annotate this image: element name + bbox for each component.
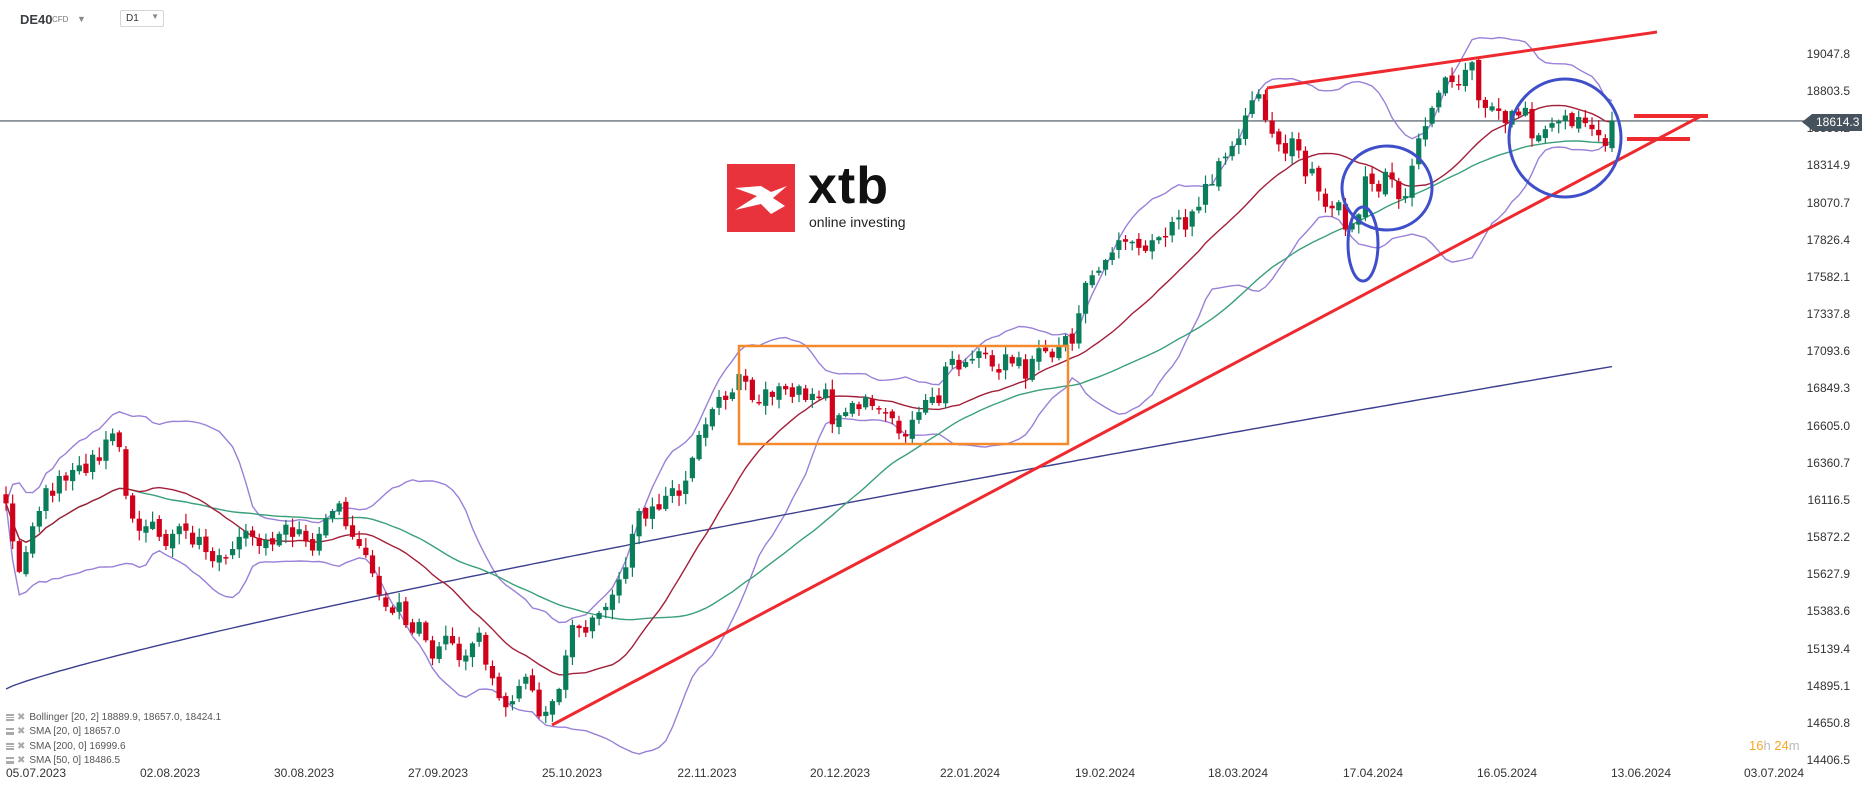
legend-sma200[interactable]: ✖ SMA [200, 0] 16999.6 [6,739,221,754]
date-tick-label: 22.01.2024 [939,766,1001,780]
legend-sma50[interactable]: ✖ SMA [50, 0] 18486.5 [6,754,221,769]
price-tick-label: 17582.1 [1806,269,1850,284]
price-tick-label: 16849.3 [1806,381,1850,396]
highlight-circle [1340,144,1434,232]
date-tick-label: 25.10.2023 [541,766,603,780]
price-tick-label: 15383.6 [1806,604,1850,619]
chart-toolbar: DE40 CFD ▼ D1 ▼ [0,0,1866,40]
symbol-type: CFD [52,15,69,24]
price-tick-label: 17093.6 [1806,344,1850,359]
candlesticks [3,58,1615,724]
price-tick-label: 15872.2 [1806,530,1850,545]
price-tick-label: 19047.8 [1806,47,1850,61]
settings-icon[interactable] [6,713,14,721]
logo-tagline: online investing [809,214,906,230]
date-tick-label: 02.08.2023 [139,766,201,780]
remove-icon[interactable]: ✖ [17,711,26,723]
remove-icon[interactable]: ✖ [17,726,26,738]
current-price-tag: 18614.3 [1802,114,1862,131]
price-tick-label: 18070.7 [1806,195,1850,210]
settings-icon[interactable] [6,742,14,750]
symbol-name[interactable]: DE40 [20,12,53,27]
settings-icon[interactable] [6,757,14,765]
legend-label: SMA [20, 0] 18657.0 [29,726,121,738]
date-tick-label: 20.12.2023 [809,766,871,780]
legend-sma20[interactable]: ✖ SMA [20, 0] 18657.0 [6,725,221,740]
price-tick-label: 14895.1 [1806,678,1850,693]
date-tick-label: 17.04.2024 [1342,766,1404,780]
price-tick-label: 18314.9 [1806,158,1850,173]
chevron-down-icon: ▼ [151,12,159,21]
countdown-minutes: 24 [1774,738,1789,753]
price-tick-label: 15139.4 [1806,641,1850,656]
date-tick-label: 03.07.2024 [1743,766,1805,780]
symbol-dropdown-icon[interactable]: ▼ [77,14,86,24]
date-tick-label: 22.11.2023 [677,766,737,780]
consolidation-box [737,344,1070,446]
price-tick-label: 14406.5 [1806,753,1850,767]
candle-countdown: 16h 24m [1749,738,1800,753]
price-tick-label: 16605.0 [1806,418,1850,433]
xtb-logo-mark [727,164,795,232]
legend-label: SMA [200, 0] 16999.6 [29,740,126,752]
timeframe-value: D1 [126,13,139,24]
countdown-h-unit: h [1763,738,1771,753]
date-tick-label: 18.03.2024 [1207,766,1269,780]
date-tick-label: 30.08.2023 [273,766,335,780]
date-tick-label: 05.07.2023 [5,766,67,780]
remove-icon[interactable]: ✖ [17,740,26,752]
uptrend-line [551,113,1704,727]
x-mark-icon [735,186,787,214]
drawn-annotations[interactable] [551,30,1708,727]
bollinger-bands [5,36,1613,755]
countdown-hours: 16 [1749,738,1764,753]
remove-icon[interactable]: ✖ [17,755,26,767]
date-tick-label: 27.09.2023 [407,766,469,780]
legend-bollinger[interactable]: ✖ Bollinger [20, 2] 18889.9, 18657.0, 18… [6,710,221,725]
price-tick-label: 17337.8 [1806,307,1850,322]
price-tick-label: 14650.8 [1806,715,1850,730]
highlight-circle [1346,205,1380,283]
timeframe-select[interactable]: D1 ▼ [120,10,164,27]
upper-trend-line [1266,30,1658,90]
price-tick-label: 16116.5 [1807,492,1851,507]
indicator-legend: ✖ Bollinger [20, 2] 18889.9, 18657.0, 18… [6,710,221,768]
date-tick-label: 13.06.2024 [1610,766,1672,780]
legend-label: Bollinger [20, 2] 18889.9, 18657.0, 1842… [29,711,222,723]
settings-icon[interactable] [6,728,14,736]
legend-label: SMA [50, 0] 18486.5 [29,755,121,767]
countdown-m-unit: m [1788,738,1800,753]
date-tick-label: 19.02.2024 [1074,766,1136,780]
price-tick-label: 16360.7 [1806,455,1850,470]
logo-brand: xtb [808,157,889,215]
date-tick-label: 16.05.2024 [1476,766,1538,780]
highlight-circle [1507,77,1623,199]
price-tick-label: 18803.5 [1806,84,1850,99]
price-tick-label: 15627.9 [1806,567,1850,582]
price-tick-label: 17826.4 [1806,232,1850,247]
